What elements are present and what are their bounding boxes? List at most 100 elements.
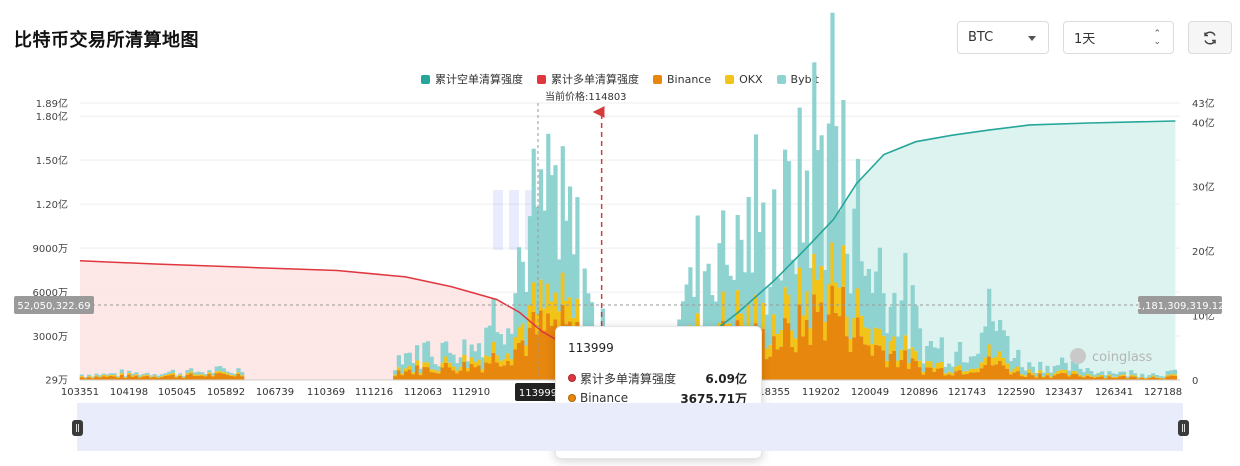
- okx-bar: [801, 315, 806, 337]
- okx-bar: [225, 373, 230, 375]
- binance-bar: [444, 363, 449, 380]
- bybit-bar: [1092, 374, 1097, 377]
- okx-bar: [1027, 369, 1032, 373]
- binance-bar: [425, 367, 431, 380]
- right-axis-tick-label: 43亿: [1192, 97, 1215, 110]
- bybit-bar: [393, 370, 398, 375]
- okx-bar: [200, 374, 205, 376]
- okx-bar: [575, 298, 580, 322]
- x-axis-tick-label: 127188: [1144, 387, 1182, 398]
- bybit-bar: [1049, 372, 1054, 377]
- binance-bar: [97, 377, 103, 380]
- okx-bar: [1041, 376, 1046, 378]
- okx-bar: [1019, 374, 1025, 377]
- okx-bar: [1012, 368, 1017, 373]
- bybit-bar: [721, 210, 726, 292]
- bybit-bar: [877, 247, 882, 329]
- bybit-bar: [546, 133, 551, 284]
- bybit-bar: [939, 337, 944, 362]
- okx-bar: [440, 362, 445, 368]
- binance-bar: [240, 376, 245, 380]
- bybit-bar: [757, 232, 762, 329]
- legend-item[interactable]: OKX: [725, 71, 763, 87]
- okx-bar: [546, 283, 551, 314]
- binance-bar: [105, 376, 110, 380]
- okx-bar: [957, 365, 963, 371]
- binance-bar: [925, 367, 930, 380]
- okx-bar: [236, 372, 241, 374]
- okx-bar: [174, 376, 179, 378]
- bybit-bar: [568, 186, 573, 298]
- okx-bar: [451, 366, 456, 371]
- crosshair-right-value: 1,181,309,319.12: [1135, 301, 1224, 312]
- bybit-bar: [527, 216, 533, 305]
- bybit-bar: [826, 123, 831, 285]
- bybit-bar: [1158, 376, 1163, 378]
- binance-bar: [939, 368, 944, 380]
- okx-bar: [240, 375, 245, 377]
- bybit-bar: [436, 366, 441, 372]
- bybit-bar: [232, 373, 237, 376]
- okx-bar: [396, 367, 401, 371]
- binance-bar: [502, 365, 507, 380]
- refresh-button[interactable]: [1188, 21, 1232, 54]
- legend-label: 累计空单清算强度: [435, 73, 524, 86]
- left-axis-tick-label: 29万: [45, 376, 68, 387]
- okx-bar: [393, 374, 398, 377]
- binance-bar: [1023, 376, 1028, 380]
- okx-bar: [947, 371, 952, 375]
- legend-item[interactable]: Binance: [653, 71, 711, 87]
- binance-bar: [764, 359, 769, 380]
- bybit-bar: [1089, 371, 1094, 376]
- binance-bar: [236, 373, 241, 380]
- symbol-select[interactable]: BTC: [957, 21, 1049, 54]
- okx-bar: [473, 362, 478, 368]
- binance-bar: [874, 344, 879, 380]
- binance-bar: [830, 285, 835, 380]
- bybit-bar: [885, 333, 890, 361]
- range-slider-right-handle[interactable]: [1178, 420, 1189, 436]
- okx-bar: [845, 316, 850, 337]
- binance-bar: [794, 352, 799, 380]
- binance-bar: [1001, 365, 1006, 380]
- okx-bar: [94, 375, 99, 377]
- bybit-bar: [200, 372, 205, 375]
- binance-bar: [407, 369, 412, 380]
- binance-bar: [509, 365, 514, 380]
- okx-bar: [564, 300, 569, 325]
- binance-bar: [1078, 376, 1083, 380]
- okx-bar: [203, 375, 208, 377]
- range-slider-left-handle[interactable]: [72, 420, 83, 436]
- binance-bar: [495, 362, 500, 380]
- binance-bar: [480, 372, 485, 380]
- okx-bar: [476, 359, 482, 366]
- bybit-bar: [411, 363, 416, 373]
- bybit-bar: [852, 208, 857, 318]
- bybit-bar: [236, 368, 241, 373]
- bybit-bar: [739, 239, 744, 314]
- bybit-bar: [724, 264, 729, 324]
- okx-bar: [972, 368, 977, 373]
- range-slider[interactable]: [77, 403, 1183, 451]
- bybit-bar: [808, 267, 813, 329]
- legend-item[interactable]: 累计空单清算强度: [421, 71, 523, 87]
- okx-bar: [877, 328, 882, 346]
- binance-bar: [1121, 375, 1127, 380]
- okx-bar: [1049, 376, 1054, 378]
- okx-bar: [892, 336, 897, 351]
- x-axis-tick-label: 112910: [452, 387, 490, 398]
- binance-bar: [440, 367, 445, 380]
- bybit-bar: [1038, 361, 1043, 371]
- legend-label: Binance: [667, 72, 712, 86]
- bybit-bar: [225, 371, 230, 374]
- okx-bar: [1060, 369, 1065, 373]
- period-select[interactable]: 1天 ⌃ ⌄: [1063, 21, 1174, 54]
- legend-item[interactable]: Bybit: [776, 71, 819, 87]
- binance-bar: [185, 374, 190, 380]
- chevron-down-icon: [1028, 36, 1036, 41]
- binance-bar: [1070, 373, 1076, 380]
- legend-item[interactable]: 累计多单清算强度: [537, 71, 639, 87]
- bybit-bar: [240, 372, 245, 376]
- binance-bar: [112, 376, 117, 380]
